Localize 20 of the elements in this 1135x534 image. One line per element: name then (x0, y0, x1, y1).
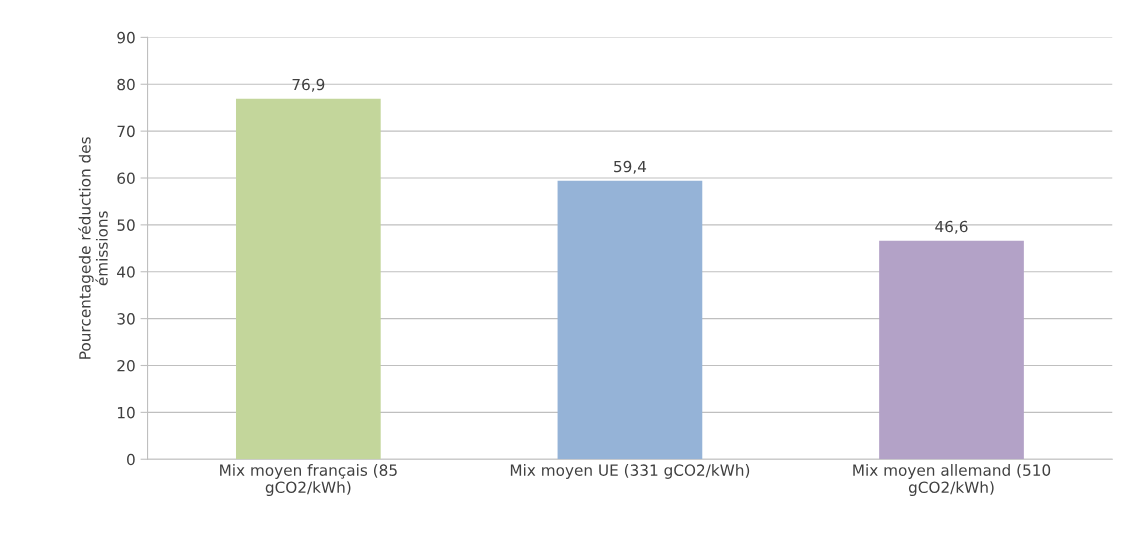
y-tick-label: 50 (117, 219, 135, 231)
x-tick-label: Mix moyen UE (331 gCO2/kWh) (510, 464, 750, 479)
y-tick-label: 10 (117, 406, 135, 419)
y-tick-label: 70 (117, 125, 135, 138)
bar (879, 240, 1024, 460)
x-tick-label: Mix moyen français (85 gCO2/kWh) (220, 464, 397, 496)
data-label: 46,6 (935, 220, 968, 234)
y-tick-label: 90 (117, 31, 135, 44)
bar (235, 98, 381, 460)
y-tick-label: 40 (117, 266, 135, 278)
bar (557, 180, 703, 460)
y-tick-label: 20 (117, 359, 135, 372)
y-tick-label: 30 (117, 313, 135, 325)
y-tick-label: 80 (117, 78, 135, 91)
data-label: 59,4 (614, 160, 647, 174)
x-tick-label: Mix moyen allemand (510 gCO2/kWh) (853, 464, 1051, 496)
y-axis-title: Pourcentagede réduction des émissions (78, 137, 108, 359)
data-label: 76,9 (292, 78, 325, 92)
y-tick-label: 0 (127, 453, 135, 466)
y-tick-label: 60 (117, 172, 135, 185)
